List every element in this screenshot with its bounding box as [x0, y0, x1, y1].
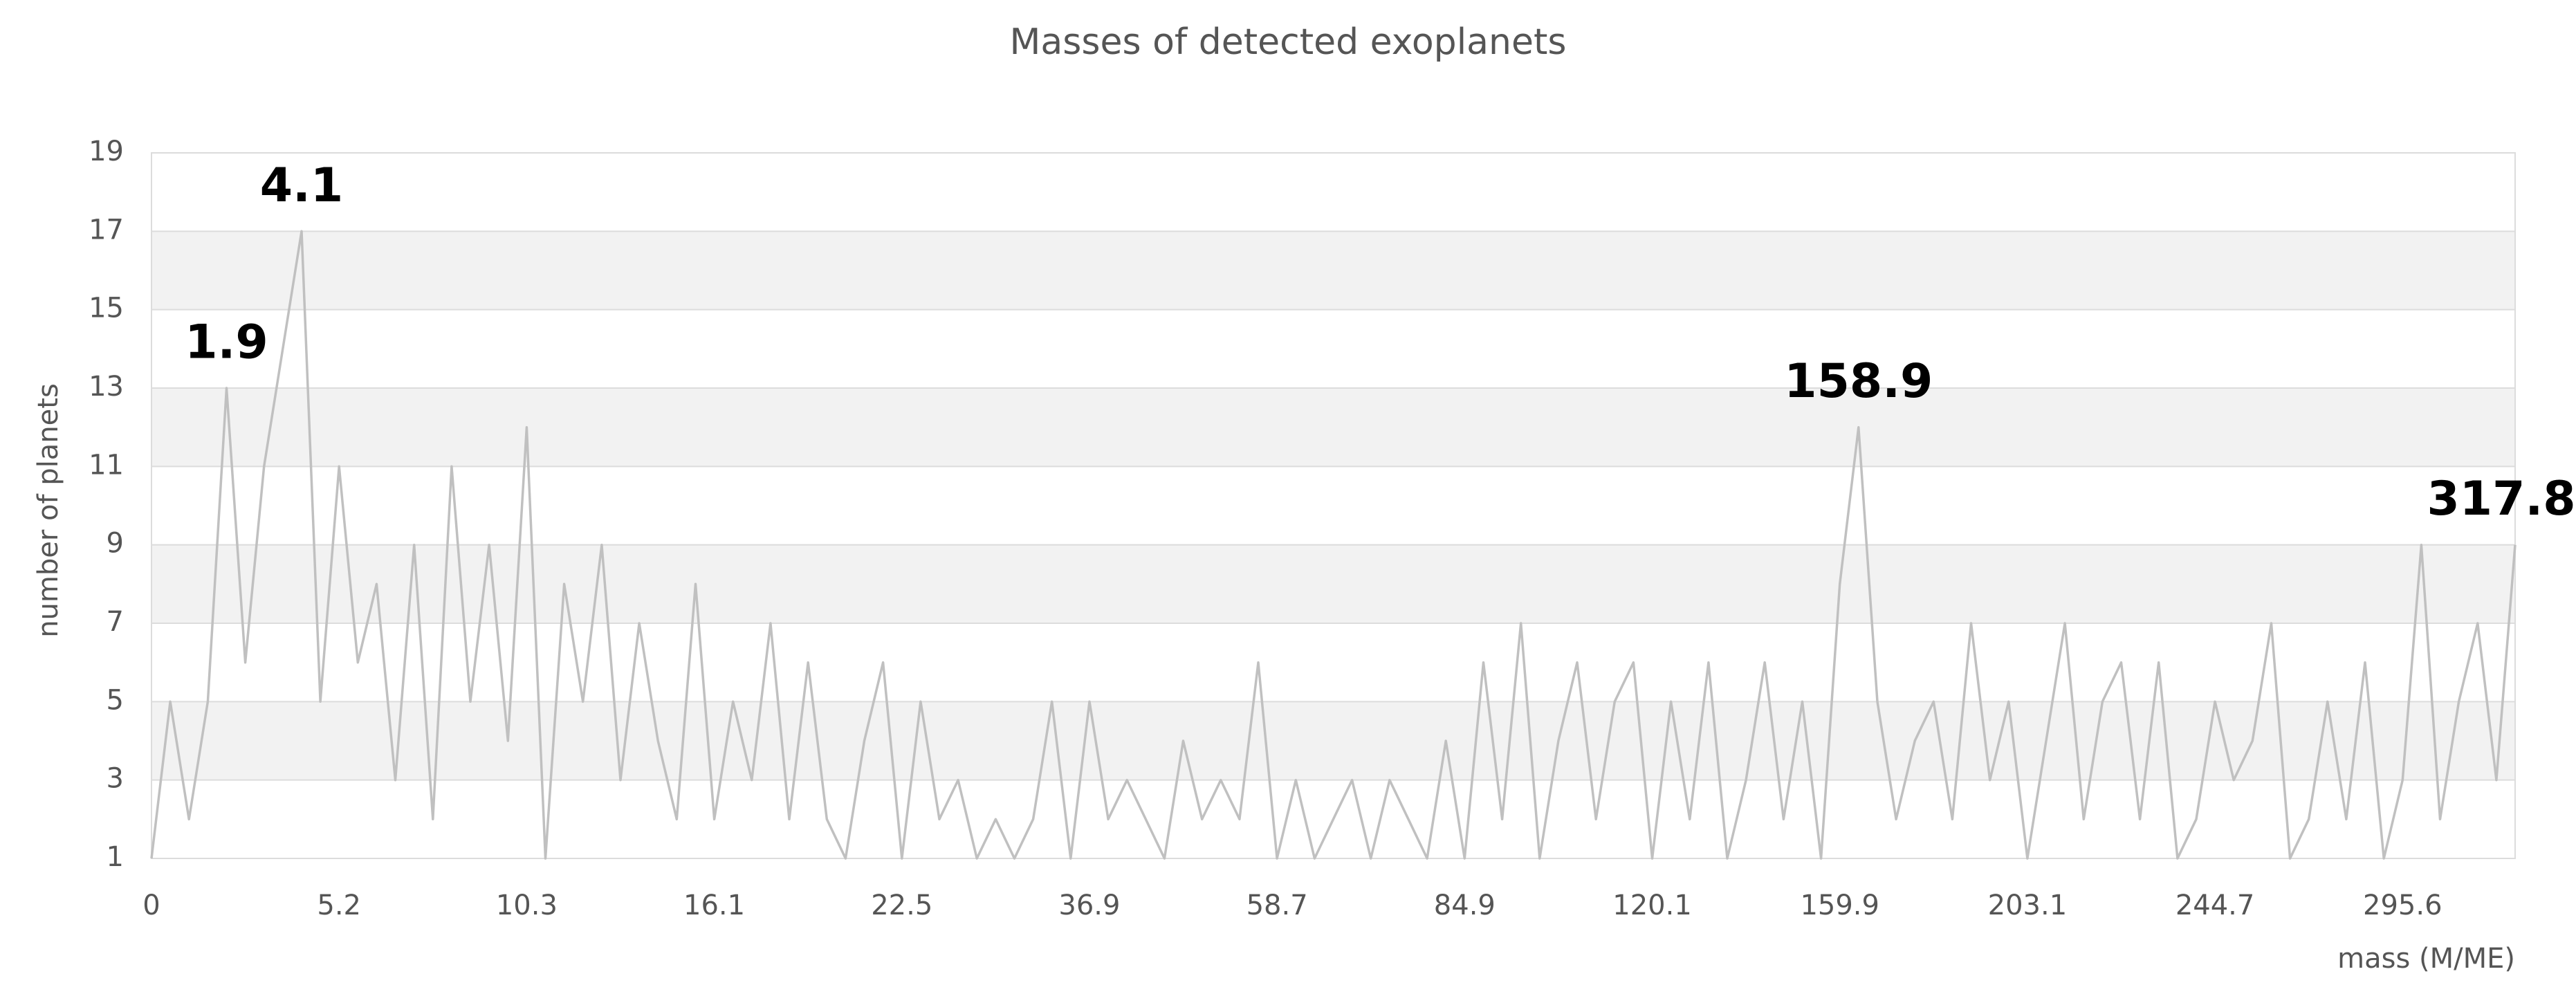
y-tick-label: 11 [89, 449, 124, 481]
x-tick-label: 159.9 [1800, 890, 1879, 921]
y-tick-label: 9 [107, 528, 124, 560]
chart-title: Masses of detected exoplanets [1010, 21, 1567, 63]
y-tick-label: 1 [107, 841, 124, 873]
x-tick-label: 203.1 [1988, 890, 2068, 921]
x-tick-label: 36.9 [1058, 890, 1120, 921]
annotation: 317.8 [2427, 472, 2575, 526]
x-tick-label: 0 [142, 890, 160, 921]
x-tick-label: 84.9 [1434, 890, 1496, 921]
plot-border [151, 152, 2516, 859]
x-tick-label: 295.6 [2363, 890, 2442, 921]
grid-band [151, 544, 2515, 623]
x-tick-label: 10.3 [496, 890, 558, 921]
x-tick-label: 5.2 [317, 890, 361, 921]
annotation: 1.9 [185, 315, 268, 370]
x-tick-label: 244.7 [2175, 890, 2255, 921]
y-axis-title: number of planets [33, 383, 64, 638]
x-tick-label: 120.1 [1612, 890, 1692, 921]
data-line [150, 230, 2517, 860]
y-tick-label: 3 [107, 763, 124, 795]
y-tick-label: 15 [89, 293, 124, 324]
grid-band [151, 701, 2515, 780]
annotation: 158.9 [1784, 354, 1933, 409]
x-tick-label: 22.5 [871, 890, 932, 921]
x-tick-label: 16.1 [683, 890, 745, 921]
x-tick-label: 58.7 [1246, 890, 1308, 921]
annotation: 4.1 [260, 158, 343, 213]
x-axis-title: mass (M/ME) [2337, 943, 2515, 975]
grid-band [151, 388, 2515, 467]
y-tick-label: 5 [107, 684, 124, 716]
y-tick-label: 17 [89, 214, 124, 246]
y-tick-label: 19 [89, 136, 124, 167]
y-tick-label: 13 [89, 371, 124, 403]
y-tick-label: 7 [107, 606, 124, 638]
grid-band [151, 231, 2515, 310]
